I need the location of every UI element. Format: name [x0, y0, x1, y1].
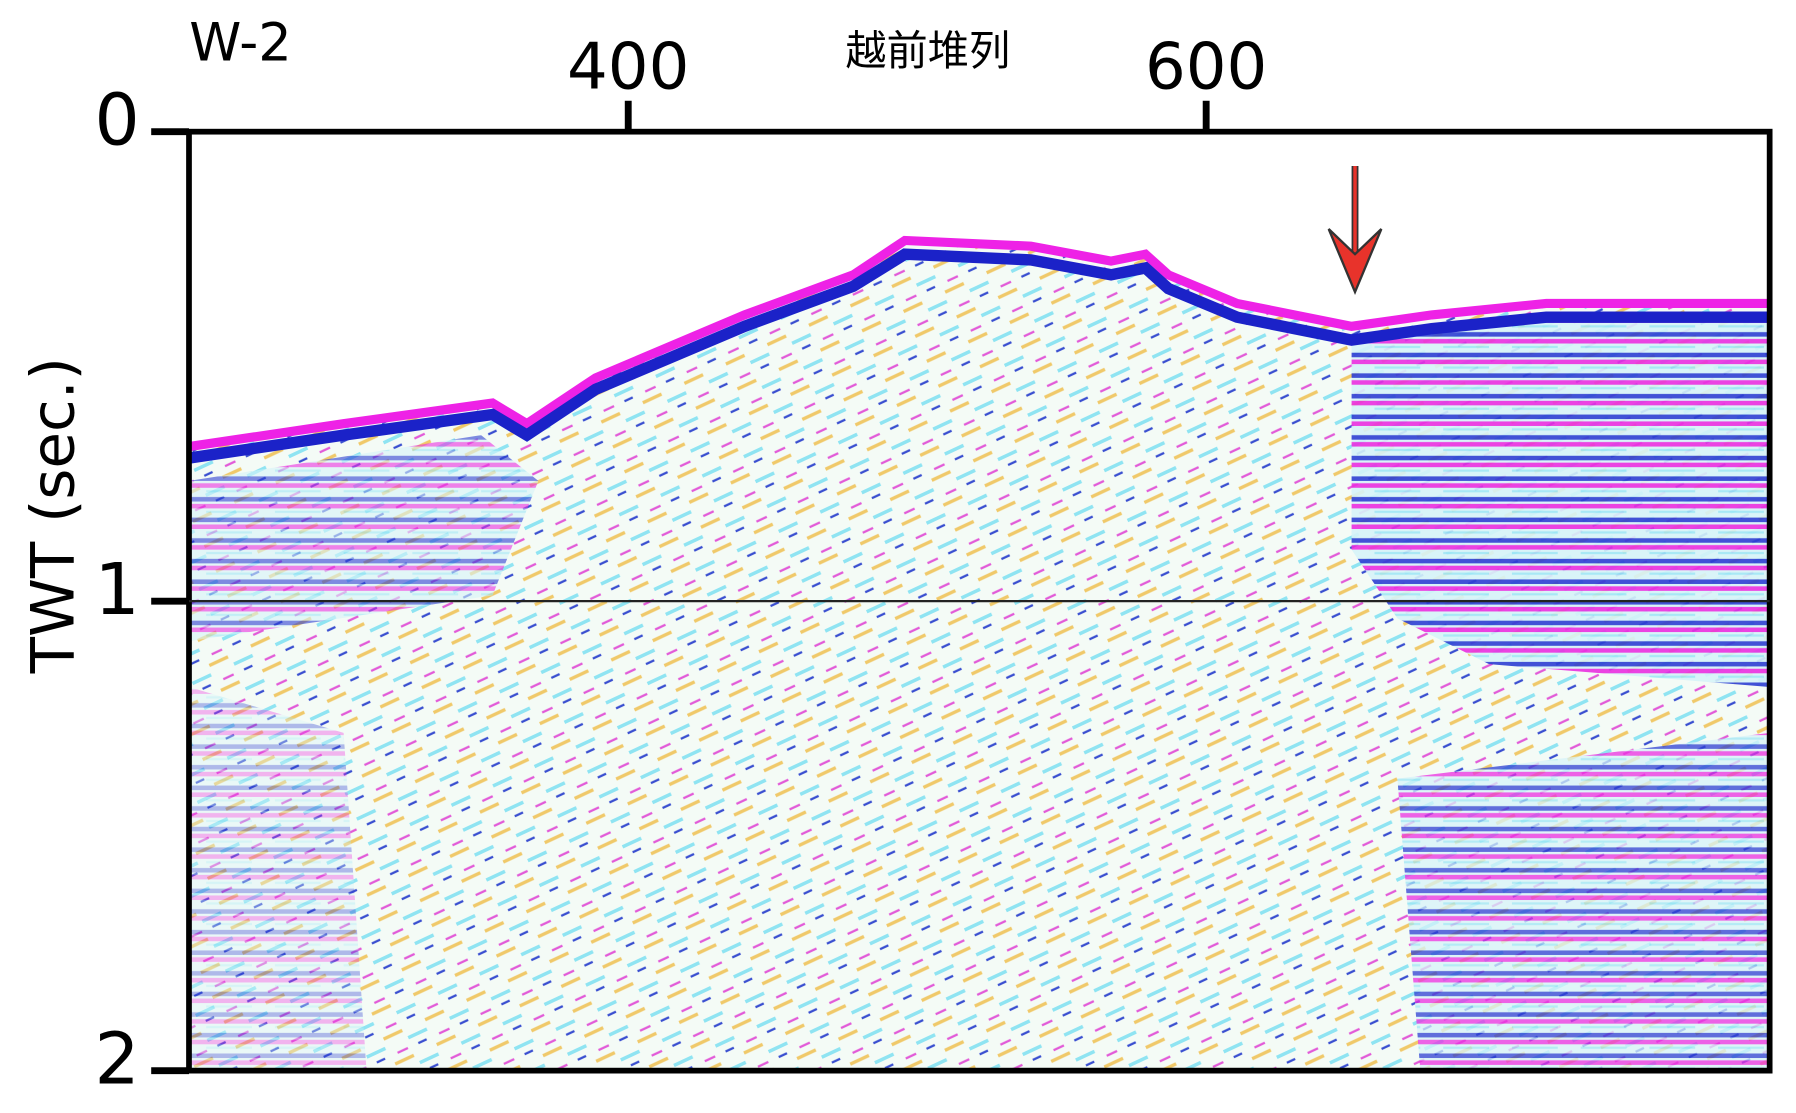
y-tick-label: 1 — [95, 548, 140, 631]
x-tick-label: 600 — [1145, 30, 1267, 105]
chart-subtitle: 越前堆列 — [845, 27, 1010, 75]
seismic-image — [188, 131, 1770, 1071]
chart-title: W-2 — [189, 12, 291, 73]
y-axis-label: TWT (sec.) — [19, 357, 88, 674]
y-tick-label: 2 — [95, 1017, 140, 1100]
y-tick-label: 0 — [95, 78, 140, 161]
x-tick-label: 400 — [567, 30, 689, 105]
